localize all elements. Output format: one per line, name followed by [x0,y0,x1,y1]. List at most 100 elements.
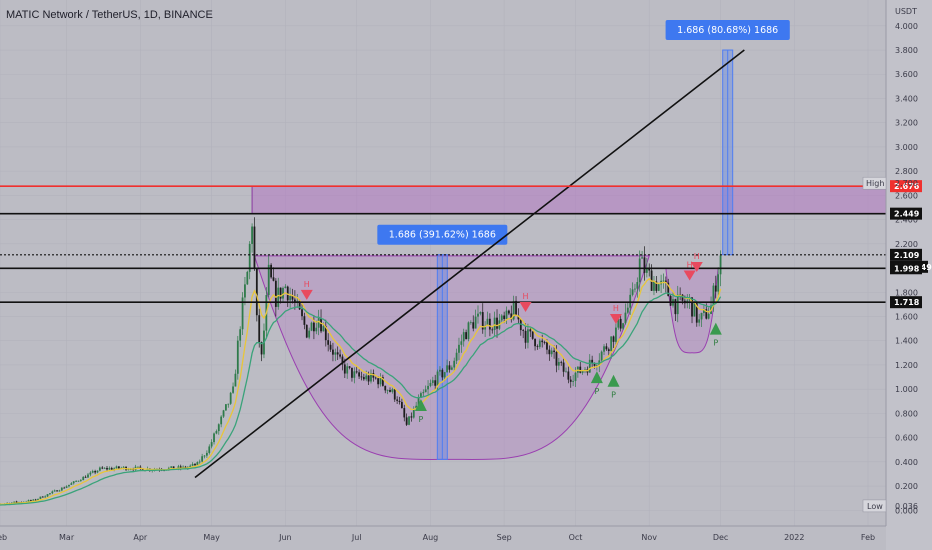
candle-body [353,371,356,378]
bearish-marker-label: H [304,280,310,289]
candle-body [508,310,510,314]
candle-body [358,372,360,377]
y-tick-label: 1.800 [895,288,918,297]
price-axis-bg [886,0,932,550]
candle-body [355,371,358,373]
cup-pattern [253,255,650,460]
candle-body [346,366,349,374]
candle-body [258,315,261,343]
low-badge-label: Low [867,502,883,511]
candle-body [298,300,301,310]
bullish-marker-label: P [419,415,424,424]
candle-body [698,319,701,323]
candle-body [201,456,204,462]
candle-body [693,303,696,317]
candle-body [603,346,605,352]
bullish-marker-label: P [611,391,616,400]
level-tag-label: 1.998 [894,264,920,273]
candle-body [310,322,313,331]
candle-body [569,379,572,382]
candle-body [500,315,503,321]
candle-body [555,351,558,366]
candle-body [217,424,220,432]
candle-body [645,267,648,273]
candle-body [631,289,634,295]
y-tick-label: 3.200 [895,119,918,128]
measure-2-callout [665,20,790,41]
candle-body [122,466,125,468]
candle-body [705,309,708,319]
y-tick-label: 2.800 [895,167,918,176]
level-tag-label: 2.109 [894,251,920,260]
candle-body [370,373,372,382]
candle-body [39,496,42,499]
candle-body [367,375,370,382]
candle-body [700,312,703,320]
candle-body [203,455,206,457]
candle-body [581,370,584,373]
candle-body [450,367,453,370]
candle-body [488,318,491,330]
candle-body [619,318,622,329]
candle-body [115,466,118,469]
candle-body [286,286,289,301]
candle-body [277,287,280,307]
x-tick-label: Feb [861,533,875,542]
candle-body [491,329,494,331]
candle-body [667,282,670,297]
candle-body [49,493,51,495]
candle-body [293,299,296,303]
candle-body [615,327,617,342]
candle-body [622,323,624,329]
candle-body [617,318,620,328]
candle-body [315,327,318,332]
candle-body [13,501,16,503]
candle-body [172,466,175,470]
candle-body [691,297,693,317]
candle-body [546,342,548,350]
y-tick-label: 1.600 [895,312,918,321]
candle-body [541,340,544,343]
candle-body [27,500,30,502]
candle-body [534,338,536,347]
candle-body [79,480,82,481]
time-axis[interactable]: Feb Mar Apr May Jun Jul Aug Sep Oct Nov Dec 2022 Feb [0,525,886,542]
candle-body [527,329,529,343]
candle-body [717,274,720,292]
candle-body [643,257,646,273]
y-tick-label: 1.200 [895,361,918,370]
candle-body [210,442,213,447]
candle-body [53,490,56,492]
candle-body [255,268,258,316]
candle-body [403,408,406,418]
candle-body [189,465,192,468]
candle-body [434,380,437,386]
candle-body [324,326,327,341]
candle-body [420,393,422,398]
candle-body [101,467,104,469]
candle-body [415,405,418,409]
price-axis[interactable]: USDT 4.000 3.800 3.600 3.400 3.200 3.000 2.800 2… [862,0,932,550]
level-tag [890,296,922,309]
candle-body [553,350,555,352]
candle-body [550,350,553,355]
candle-body [301,309,303,317]
bearish-marker [519,301,532,312]
trendline [194,49,745,479]
candle-body [707,313,710,319]
candle-body [334,352,337,355]
candle-body [460,341,463,345]
candle-body [655,281,658,291]
bullish-marker-label: P [594,387,599,396]
candle-body [524,330,527,343]
candle-body [103,467,106,469]
level-tag-label: 1.718 [894,298,920,307]
candle-body [374,377,377,379]
candle-body [505,310,508,319]
candle-body [465,332,468,340]
candle-body [63,487,66,489]
candle-body [408,416,410,425]
candle-body [222,410,225,417]
candle-body [284,286,287,288]
